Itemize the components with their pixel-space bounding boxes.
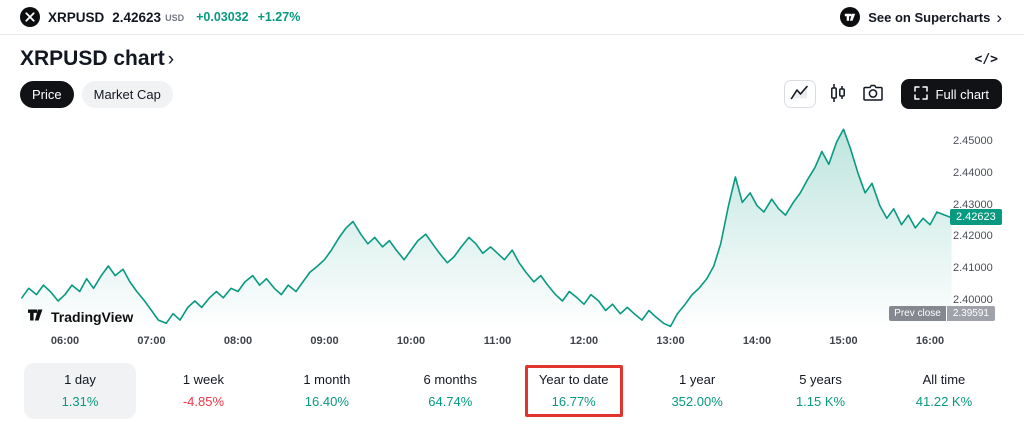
y-axis-label: 2.42000 <box>953 230 993 243</box>
symbol-top-bar: XRPUSD 2.42623 USD +0.03032 +1.27% See o… <box>0 0 1024 35</box>
period-label: 1 week <box>182 372 225 387</box>
prev-close-value: 2.39591 <box>946 306 995 321</box>
y-axis-label: 2.43000 <box>953 198 993 211</box>
x-axis-label: 06:00 <box>50 335 80 347</box>
symbol-name: XRPUSD <box>48 9 105 25</box>
period-label: 1 year <box>679 372 716 387</box>
period-change: -4.85% <box>182 394 225 409</box>
price-chart[interactable]: 2.45000 2.44000 2.43000 2.42000 2.41000 2.400… <box>0 117 1024 331</box>
period-label: 1 day <box>64 372 96 387</box>
x-axis: 06:00 07:00 08:00 09:00 10:00 11:00 12:00 13:00… <box>0 331 1024 355</box>
xrp-logo-icon <box>20 7 40 27</box>
tradingview-logo-icon <box>27 306 45 327</box>
chevron-right-icon: › <box>996 7 1002 27</box>
y-axis-label: 2.41000 <box>953 262 993 275</box>
y-axis-label: 2.44000 <box>953 166 993 179</box>
period-change: 64.74% <box>428 394 473 409</box>
candlestick-chart-type-button[interactable] <box>825 81 851 107</box>
x-axis-label: 10:00 <box>396 335 426 347</box>
symbol-info: XRPUSD 2.42623 USD +0.03032 +1.27% <box>20 7 300 27</box>
price-change-abs: +0.03032 <box>196 10 249 24</box>
supercharts-label: See on Supercharts <box>868 9 991 25</box>
period-all-time[interactable]: All time 41.22 K% <box>888 363 1000 419</box>
period-change: 16.77% <box>551 394 596 409</box>
watermark-label: TradingView <box>51 308 134 325</box>
chart-header: XRPUSD chart › </> <box>0 35 1024 75</box>
candlestick-icon <box>829 83 847 106</box>
x-axis-label: 09:00 <box>310 335 339 347</box>
time-range-selector: 1 day 1.31% 1 week -4.85% 1 month 16.40%… <box>0 363 1024 419</box>
period-year-to-date[interactable]: Year to date 16.77% <box>518 363 630 419</box>
period-change: 16.40% <box>304 394 349 409</box>
tab-market-cap[interactable]: Market Cap <box>81 80 173 108</box>
period-6-months[interactable]: 6 months 64.74% <box>394 363 506 419</box>
chevron-right-icon: › <box>167 49 175 70</box>
full-chart-button[interactable]: Full chart <box>900 79 1002 109</box>
expand-icon <box>913 85 928 103</box>
prev-close-label: Prev close <box>889 306 946 321</box>
x-axis-label: 14:00 <box>742 335 772 347</box>
area-chart-icon <box>790 84 810 105</box>
x-axis-label: 11:00 <box>483 335 512 347</box>
last-price-badge: 2.42623 <box>950 208 1002 225</box>
chart-controls: Price Market Cap Full chart <box>0 75 1024 117</box>
tradingview-logo-icon <box>840 7 861 27</box>
period-change: 1.31% <box>61 394 99 409</box>
period-1-month[interactable]: 1 month 16.40% <box>271 363 383 419</box>
embed-code-icon[interactable]: </> <box>974 51 998 67</box>
x-axis-label: 15:00 <box>829 335 858 347</box>
tab-price[interactable]: Price <box>20 80 74 108</box>
period-change: 352.00% <box>671 394 723 409</box>
period-1-year[interactable]: 1 year 352.00% <box>641 363 753 419</box>
area-chart-svg <box>21 128 953 331</box>
period-label: 1 month <box>303 372 351 387</box>
period-label: Year to date <box>538 372 609 387</box>
symbol-price: 2.42623 <box>112 9 162 25</box>
page-title[interactable]: XRPUSD chart › <box>20 47 174 71</box>
full-chart-label: Full chart <box>935 86 989 102</box>
snapshot-button[interactable] <box>860 81 886 107</box>
x-axis-label: 07:00 <box>137 335 166 347</box>
page-title-text: XRPUSD chart <box>20 47 165 70</box>
period-5-years[interactable]: 5 years 1.15 K% <box>765 363 877 419</box>
period-label: All time <box>922 372 966 387</box>
symbol-currency: USD <box>165 13 185 23</box>
camera-icon <box>862 84 883 105</box>
x-axis-label: 13:00 <box>656 335 685 347</box>
prev-close-badge: Prev close 2.39591 <box>889 306 995 321</box>
y-axis-label: 2.40000 <box>953 294 993 306</box>
x-axis-label: 16:00 <box>915 335 945 347</box>
price-change: +0.03032 +1.27% <box>196 10 300 24</box>
x-axis-label: 12:00 <box>569 335 599 347</box>
period-change: 41.22 K% <box>915 394 973 409</box>
see-on-supercharts-link[interactable]: See on Supercharts › <box>840 7 1002 27</box>
period-1-week[interactable]: 1 week -4.85% <box>147 363 259 419</box>
y-axis-label: 2.45000 <box>953 135 993 147</box>
period-label: 6 months <box>423 372 477 387</box>
x-axis-label: 08:00 <box>223 335 253 347</box>
price-change-pct: +1.27% <box>257 10 301 24</box>
tradingview-watermark[interactable]: TradingView <box>27 306 133 327</box>
metric-tabs: Price Market Cap <box>20 80 173 108</box>
period-1-day[interactable]: 1 day 1.31% <box>24 363 136 419</box>
period-label: 5 years <box>799 372 842 387</box>
chart-tools: Full chart <box>783 79 1002 109</box>
period-change: 1.15 K% <box>795 394 846 409</box>
area-chart-type-button[interactable] <box>783 80 816 108</box>
